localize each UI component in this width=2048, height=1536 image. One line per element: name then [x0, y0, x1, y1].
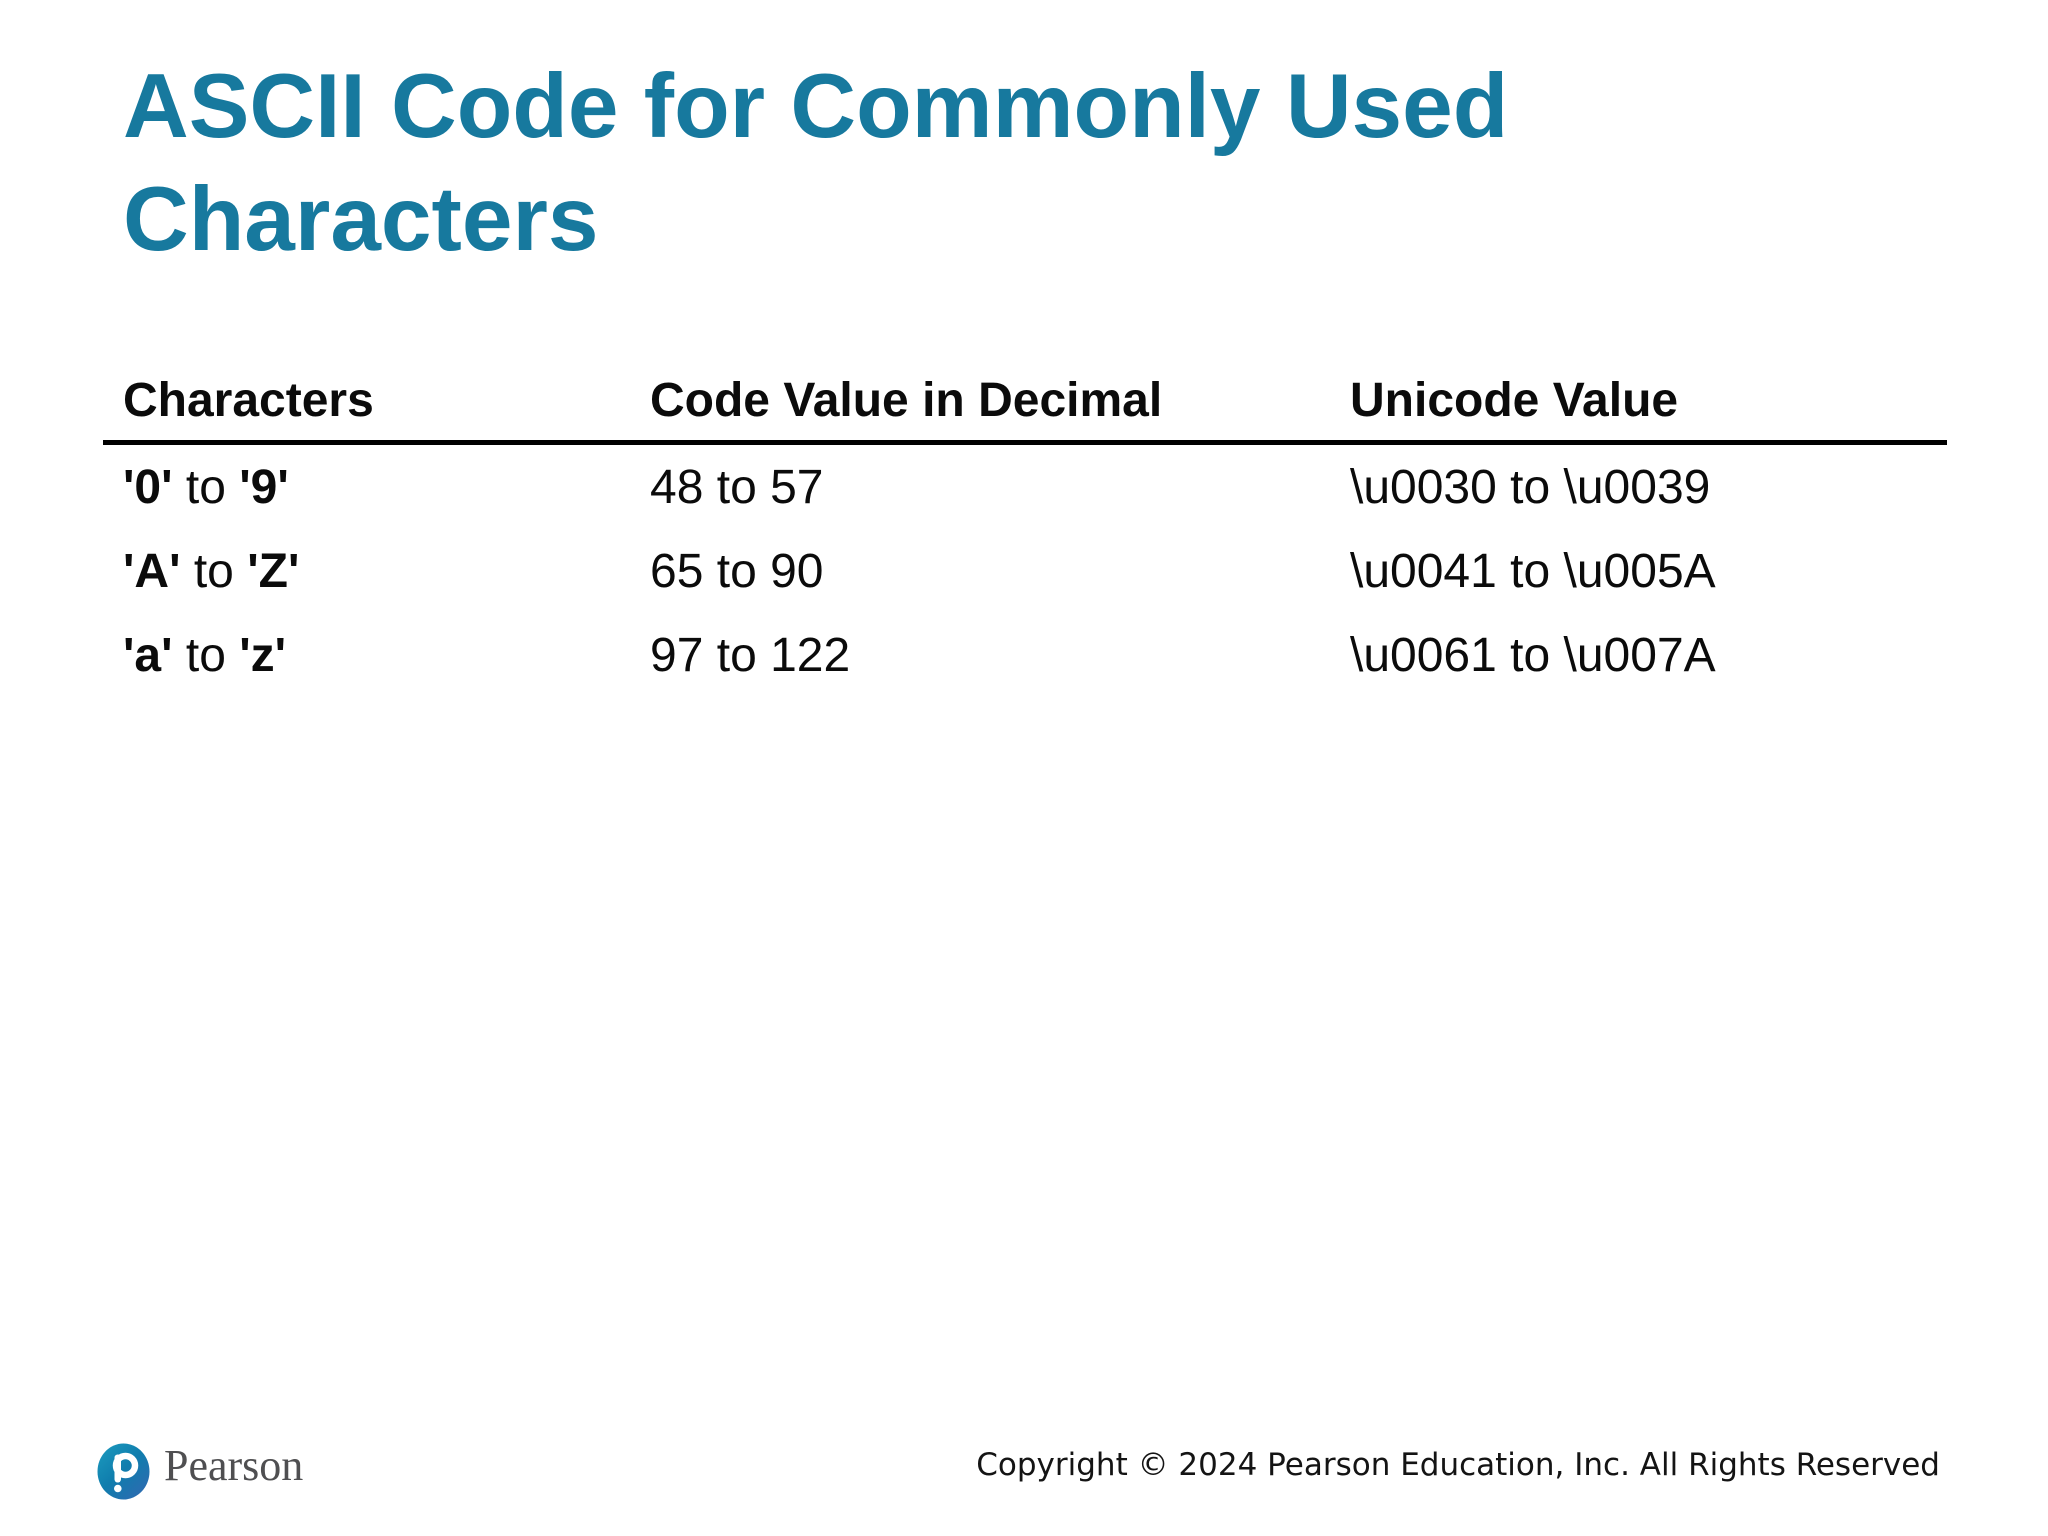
table-row: 'A' to 'Z' 65 to 90 \u0041 to \u005A	[103, 529, 1947, 613]
cell-characters: 'A' to 'Z'	[123, 544, 650, 599]
char-range-end: 'Z'	[247, 544, 300, 598]
cell-unicode-range: \u0061 to \u007A	[1350, 628, 1716, 682]
char-range-connector: to	[193, 544, 234, 598]
char-range-start: '0'	[123, 460, 173, 514]
cell-characters: 'a' to 'z'	[123, 628, 650, 683]
column-header-unicode-value: Unicode Value	[1350, 374, 1679, 427]
cell-decimal-range: 65 to 90	[650, 544, 824, 598]
cell-decimal-range: 48 to 57	[650, 460, 824, 514]
ascii-code-table: Characters Code Value in Decimal Unicode…	[103, 352, 1947, 697]
char-range-start: 'A'	[123, 544, 181, 598]
char-range-start: 'a'	[123, 628, 173, 682]
page-title-line-2: Characters	[123, 169, 599, 270]
cell-unicode-range: \u0041 to \u005A	[1350, 544, 1716, 598]
page-title-line-1: ASCII Code for Commonly Used	[123, 56, 1509, 157]
char-range-end: 'z'	[239, 628, 287, 682]
column-header-characters: Characters	[123, 374, 374, 427]
pearson-logo-icon	[97, 1443, 150, 1500]
page-title: ASCII Code for Commonly Used Characters	[123, 50, 1508, 276]
pearson-wordmark: Pearson	[164, 1441, 304, 1490]
char-range-connector: to	[185, 628, 226, 682]
cell-decimal-range: 97 to 122	[650, 628, 851, 682]
cell-characters: '0' to '9'	[123, 460, 650, 515]
char-range-connector: to	[185, 460, 226, 514]
pearson-p-dot	[114, 1484, 122, 1493]
table-row: '0' to '9' 48 to 57 \u0030 to \u0039	[103, 445, 1947, 529]
copyright-text: Copyright © 2024 Pearson Education, Inc.…	[976, 1447, 1940, 1483]
table-row: 'a' to 'z' 97 to 122 \u0061 to \u007A	[103, 613, 1947, 697]
table-header-row: Characters Code Value in Decimal Unicode…	[103, 352, 1947, 445]
char-range-end: '9'	[239, 460, 289, 514]
cell-unicode-range: \u0030 to \u0039	[1350, 460, 1711, 514]
column-header-code-value-decimal: Code Value in Decimal	[650, 374, 1163, 427]
pearson-p-stem	[114, 1454, 121, 1483]
